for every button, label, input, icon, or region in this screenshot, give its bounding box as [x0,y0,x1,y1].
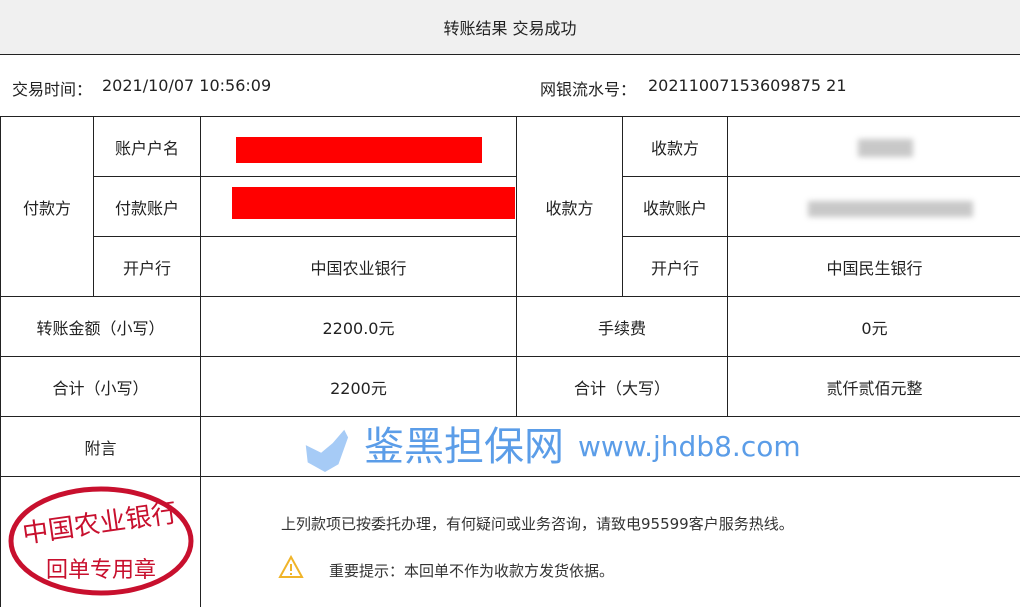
stamp-bottom-text: 回单专用章 [45,558,155,583]
total-big-value: 贰仟贰佰元整 [728,357,1020,417]
amount-label: 转账金额（小写） [1,297,201,357]
total-small-label: 合计（小写） [1,357,201,417]
warning-icon [278,555,304,583]
amount-value: 2200.0元 [201,297,517,357]
payer-bank-value: 中国农业银行 [201,237,517,297]
fee-label: 手续费 [517,297,728,357]
notice-cell: 上列款项已按委托办理，有何疑问或业务咨询，请致电95599客户服务热线。 重要提… [201,477,1020,607]
payer-account-value [201,177,517,237]
payee-account-label: 收款账户 [623,177,728,237]
stamp-top-text: 中国农业银行 [20,499,179,550]
payer-account-label: 付款账户 [94,177,201,237]
bank-stamp: 中国农业银行 回单专用章 [1,477,201,607]
memo-value [201,417,1020,477]
payee-bank-label: 开户行 [623,237,728,297]
notice-text: 上列款项已按委托办理，有何疑问或业务咨询，请致电95599客户服务热线。 [281,513,794,534]
blurred-account [808,201,973,217]
payee-label: 收款方 [517,117,623,297]
page-title: 转账结果 交易成功 [0,0,1020,55]
payee-name-label: 收款方 [623,117,728,177]
redaction-bar [232,187,515,219]
payer-name-label: 账户户名 [94,117,201,177]
time-label: 交易时间： [12,76,92,100]
memo-label: 附言 [1,417,201,477]
important-notice: 重要提示：本回单不作为收款方发货依据。 [329,560,614,581]
fee-value: 0元 [728,297,1020,357]
serial-label: 网银流水号： [540,76,636,100]
payer-bank-label: 开户行 [94,237,201,297]
stamp-seal-icon: 中国农业银行 回单专用章 [6,477,196,602]
transaction-info: 交易时间： 2021/10/07 10:56:09 网银流水号： 2021100… [0,55,1020,117]
payer-name-value [201,117,517,177]
time-value: 2021/10/07 10:56:09 [102,76,271,95]
payee-name-value [728,117,1020,177]
serial-value: 20211007153609875 21 [648,76,847,95]
payer-label: 付款方 [1,117,94,297]
payee-account-value [728,177,1020,237]
redaction-bar [236,137,482,163]
receipt-table: 付款方 账户户名 收款方 收款方 付款账户 收款账户 开户行 中国农业银行 开户… [0,116,1020,607]
payee-bank-value: 中国民生银行 [728,237,1020,297]
total-big-label: 合计（大写） [517,357,728,417]
total-small-value: 2200元 [201,357,517,417]
blurred-name [858,139,913,157]
